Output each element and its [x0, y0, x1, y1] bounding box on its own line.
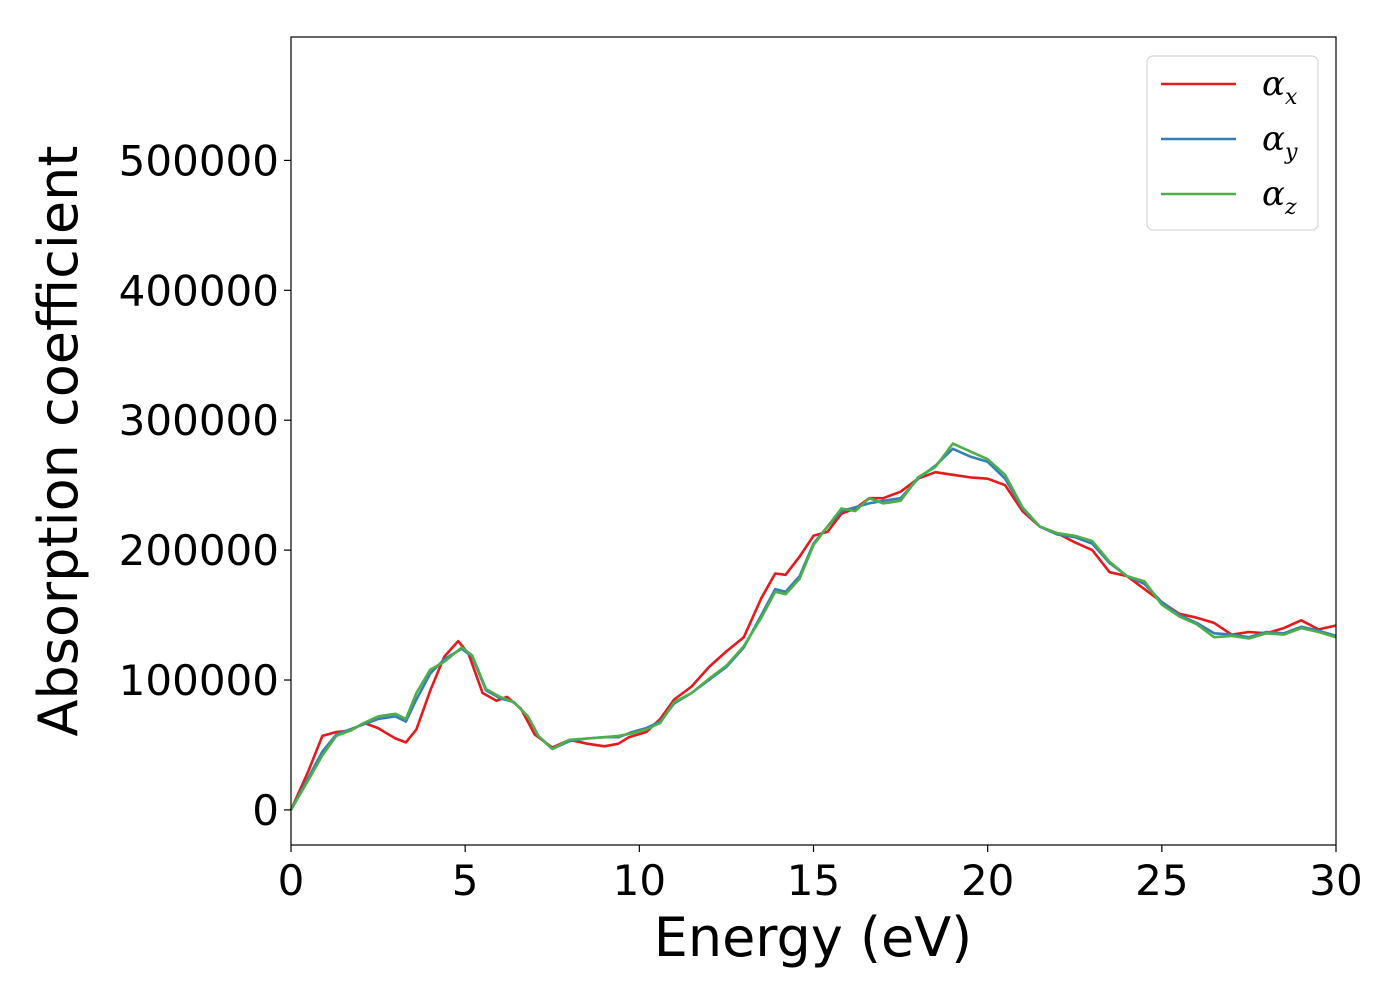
- x-tick-label: 5: [452, 856, 479, 905]
- y-tick-label: 300000: [119, 396, 279, 445]
- y-tick-label: 400000: [119, 266, 279, 315]
- x-tick-label: 25: [1135, 856, 1188, 905]
- x-tick-label: 20: [961, 856, 1014, 905]
- y-tick-label: 100000: [119, 656, 279, 705]
- y-axis: 0 100000 200000 300000 400000 500000: [119, 136, 291, 835]
- y-tick-label: 200000: [119, 526, 279, 575]
- legend-box: [1146, 55, 1319, 231]
- series-line-x: [289, 470, 1337, 811]
- series-line-y: [289, 447, 1337, 811]
- x-axis: 0 5 10 15 20 25 30: [278, 845, 1363, 905]
- series-line-z: [289, 442, 1337, 811]
- x-axis-title: Energy (eV): [654, 906, 973, 969]
- y-tick-label: 0: [252, 786, 279, 835]
- x-tick-label: 10: [613, 856, 666, 905]
- plot-lines: [289, 442, 1337, 811]
- x-tick-label: 0: [278, 856, 305, 905]
- x-tick-label: 30: [1309, 856, 1362, 905]
- y-tick-label: 500000: [119, 136, 279, 185]
- y-axis-title: Absorption coefficient: [27, 146, 90, 737]
- x-tick-label: 15: [787, 856, 840, 905]
